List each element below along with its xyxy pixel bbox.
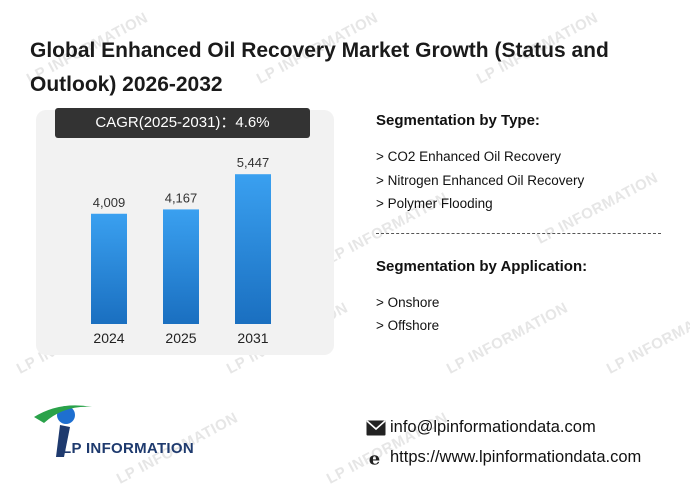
logo-text: LP INFORMATION	[62, 440, 194, 457]
application-item: > Onshore	[376, 295, 440, 310]
lp-information-logo	[34, 405, 92, 457]
cagr-badge: CAGR(2025-2031)：4.6%	[55, 108, 310, 138]
cagr-value: 4.6%	[235, 114, 270, 131]
bar-value-label: 4,167	[165, 190, 198, 205]
x-tick-label: 2024	[93, 330, 124, 346]
mail-icon	[366, 419, 386, 435]
type-item: > Nitrogen Enhanced Oil Recovery	[376, 173, 585, 188]
website-link[interactable]: https://www.lpinformationdata.com	[390, 448, 642, 466]
x-tick-label: 2031	[237, 330, 268, 346]
browser-e-icon: e	[369, 449, 380, 467]
svg-text:e: e	[369, 449, 380, 467]
page-title: Global Enhanced Oil Recovery Market Grow…	[30, 39, 609, 96]
email-link[interactable]: info@lpinformationdata.com	[390, 418, 596, 436]
segmentation-type-heading: Segmentation by Type:	[376, 112, 540, 129]
segmentation-application-heading: Segmentation by Application:	[376, 258, 588, 275]
email-row[interactable]: info@lpinformationdata.com	[366, 418, 596, 437]
bar-2025	[163, 209, 199, 324]
bar-2031	[235, 174, 271, 324]
bar-value-label: 4,009	[93, 195, 126, 210]
cagr-label: CAGR(2025-2031)：	[95, 114, 236, 131]
bar-value-label: 5,447	[237, 155, 270, 170]
divider	[376, 233, 661, 234]
bar-2024	[91, 213, 127, 324]
type-item: > Polymer Flooding	[376, 196, 493, 211]
application-item: > Offshore	[376, 318, 440, 333]
type-item: > CO2 Enhanced Oil Recovery	[376, 149, 561, 164]
website-row[interactable]: e https://www.lpinformationdata.com	[366, 448, 641, 467]
x-tick-label: 2025	[165, 330, 196, 346]
